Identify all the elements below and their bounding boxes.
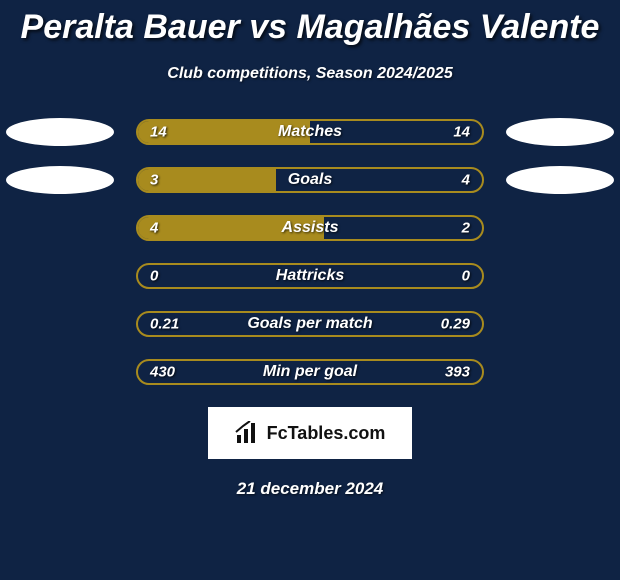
stat-bar: 3 4 Goals	[136, 167, 484, 193]
player2-avatar	[506, 166, 614, 194]
stat-row: 430 393 Min per goal	[0, 359, 620, 385]
stat-label: Min per goal	[263, 363, 357, 381]
stat-value-right: 14	[453, 124, 470, 141]
stat-value-right: 2	[462, 220, 470, 237]
player2-avatar	[506, 118, 614, 146]
player2-name: Magalhães Valente	[296, 8, 599, 46]
stat-value-left: 0.21	[150, 316, 179, 333]
stat-row: 0.21 0.29 Goals per match	[0, 311, 620, 337]
player1-avatar	[6, 118, 114, 146]
stat-row: 4 2 Assists	[0, 215, 620, 241]
player1-avatar	[6, 166, 114, 194]
stat-row: 3 4 Goals	[0, 167, 620, 193]
stat-bar: 4 2 Assists	[136, 215, 484, 241]
stat-label: Hattricks	[276, 267, 344, 285]
player1-name: Peralta Bauer	[21, 8, 240, 46]
stat-value-left: 0	[150, 268, 158, 285]
stats-container: 14 14 Matches 3 4 Goals 4 2 Assists 0 0 Hattricks 0.…	[0, 119, 620, 385]
stat-value-right: 4	[462, 172, 470, 189]
stat-value-left: 430	[150, 364, 175, 381]
subtitle: Club competitions, Season 2024/2025	[0, 65, 620, 83]
stat-label: Goals	[288, 171, 332, 189]
stat-label: Goals per match	[247, 315, 372, 333]
date-label: 21 december 2024	[0, 479, 620, 499]
stat-row: 0 0 Hattricks	[0, 263, 620, 289]
stat-row: 14 14 Matches	[0, 119, 620, 145]
logo-box[interactable]: FcTables.com	[208, 407, 412, 459]
stat-label: Matches	[278, 123, 342, 141]
stat-value-right: 0.29	[441, 316, 470, 333]
stat-value-left: 14	[150, 124, 167, 141]
fill-left	[138, 169, 276, 191]
stat-value-left: 4	[150, 220, 158, 237]
stat-bar: 14 14 Matches	[136, 119, 484, 145]
page-title: Peralta Bauer vs Magalhães Valente	[0, 0, 620, 47]
stat-label: Assists	[282, 219, 339, 237]
stat-bar: 430 393 Min per goal	[136, 359, 484, 385]
logo-text: FcTables.com	[267, 423, 386, 444]
bar-chart-icon	[235, 421, 261, 445]
vs-separator: vs	[249, 8, 287, 46]
stat-bar: 0.21 0.29 Goals per match	[136, 311, 484, 337]
stat-value-right: 0	[462, 268, 470, 285]
stat-value-right: 393	[445, 364, 470, 381]
stat-value-left: 3	[150, 172, 158, 189]
stat-bar: 0 0 Hattricks	[136, 263, 484, 289]
